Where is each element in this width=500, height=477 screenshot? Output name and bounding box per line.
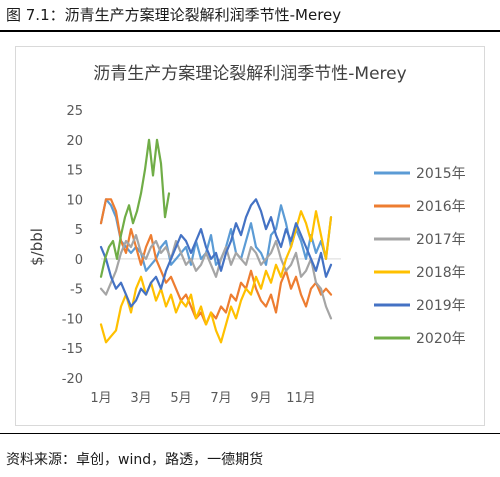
y-tick-label: 10 — [66, 193, 83, 208]
legend-label: 2016年 — [416, 199, 466, 215]
y-tick-label: 20 — [66, 134, 83, 149]
x-tick-label: 5月 — [170, 391, 191, 406]
x-tick-label: 11月 — [286, 391, 316, 406]
legend: 2015年 2016年 2017年 2018年 2019年 2020年 — [374, 166, 466, 347]
x-tick-label: 7月 — [210, 391, 231, 406]
source-note: 资料来源：卓创，wind，路透，一德期货 — [6, 452, 264, 468]
legend-label: 2018年 — [416, 265, 466, 281]
y-tick-label: -20 — [62, 372, 83, 387]
series-line — [99, 138, 171, 278]
series-line — [99, 234, 333, 320]
y-tick-label: -5 — [70, 283, 83, 298]
x-tick-label: 1月 — [90, 391, 111, 406]
legend-label: 2015年 — [416, 166, 466, 182]
y-axis-label: $/bbl — [28, 228, 46, 266]
legend-label: 2020年 — [416, 331, 466, 347]
figure-title: 图 7.1：沥青生产方案理论裂解利润季节性-Merey — [6, 6, 342, 24]
line-chart: 沥青生产方案理论裂解利润季节性-Merey $/bbl -20 -15 -10 -5 0… — [28, 64, 466, 406]
series-line — [99, 198, 333, 308]
series-line — [99, 198, 333, 326]
series-line — [99, 210, 333, 344]
x-tick-label: 9月 — [250, 391, 271, 406]
legend-label: 2017年 — [416, 232, 466, 248]
y-tick-label: 15 — [66, 164, 83, 179]
y-tick-label: 5 — [75, 223, 83, 238]
y-tick-label: -15 — [62, 342, 83, 357]
y-tick-label: 0 — [75, 253, 83, 268]
series-lines — [99, 138, 333, 344]
axes: -20 -15 -10 -5 0 5 10 15 20 25 1月 3月 5月 7月 9月 11月 — [62, 104, 341, 406]
chart-container: 沥青生产方案理论裂解利润季节性-Merey $/bbl -20 -15 -10 -5 0… — [15, 46, 485, 426]
top-rule — [0, 30, 500, 32]
bottom-rule — [0, 433, 500, 434]
y-tick-label: 25 — [66, 104, 83, 119]
y-tick-label: -10 — [62, 312, 83, 327]
x-tick-label: 3月 — [130, 391, 151, 406]
chart-title: 沥青生产方案理论裂解利润季节性-Merey — [93, 64, 406, 84]
legend-label: 2019年 — [416, 298, 466, 314]
